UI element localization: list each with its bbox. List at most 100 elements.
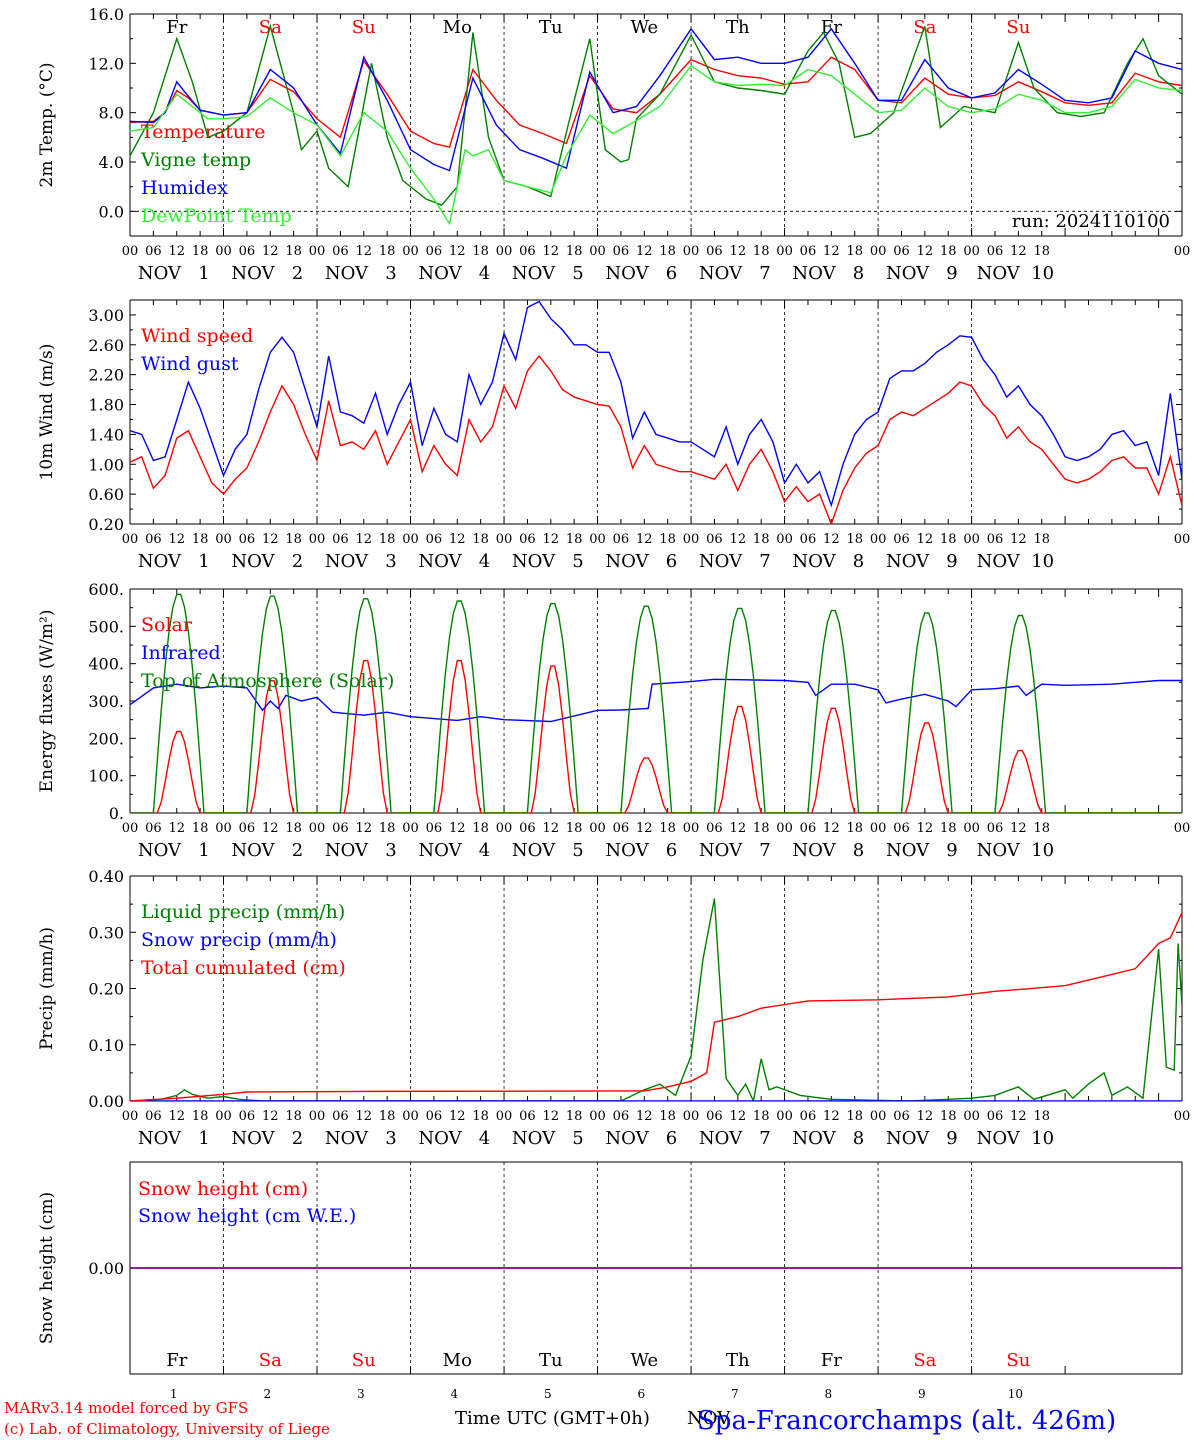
y-tick-label: 0.30 [88,923,124,942]
hour-tick-label: 18 [1033,821,1050,836]
weekday-label: Su [1006,1350,1030,1371]
hour-tick-label: 06 [706,1109,723,1124]
series-temp-3 [130,64,1182,226]
hour-tick-label: 00 [402,244,419,259]
weekday-label: Th [726,1350,750,1371]
hour-tick-label: 00 [215,821,232,836]
date-label: NOV 10 [977,840,1055,861]
series-precip-2 [130,912,1182,1101]
hour-tick-label: 00 [683,532,700,547]
date-label: NOV 6 [605,1128,677,1149]
y-axis-label: 2m Temp. (°C) [37,62,57,187]
station-name: Spa-Francorchamps (alt. 426m) [697,1406,1116,1436]
hour-tick-label: 06 [239,532,256,547]
hour-tick-label: 06 [145,244,162,259]
hour-tick-label: 00 [963,821,980,836]
hour-tick-label: 12 [730,244,747,259]
hour-tick-label: 00 [683,821,700,836]
hour-tick-label: 00 [589,244,606,259]
hour-tick-label: 18 [379,1109,396,1124]
weekday-label: Sa [913,1350,936,1371]
hour-tick-label: 06 [426,244,443,259]
date-label: NOV 2 [231,551,303,572]
y-tick-label: 0.40 [88,867,124,886]
hour-tick-label: 18 [192,1109,209,1124]
hour-tick-label: 06 [519,244,536,259]
hour-tick-label: 18 [192,532,209,547]
x-axis-month: NOV [687,1408,731,1429]
hour-tick-label: 06 [893,1109,910,1124]
hour-tick-label: 00 [776,1109,793,1124]
hour-tick-label: 18 [379,244,396,259]
hour-tick-label: 06 [987,532,1004,547]
hour-tick-label: 12 [823,1109,840,1124]
hour-tick-label: 18 [659,244,676,259]
hour-tick-label: 18 [285,532,302,547]
hour-tick-label: 00 [776,821,793,836]
hour-tick-label: 00 [309,532,326,547]
hour-tick-label: 06 [987,1109,1004,1124]
y-tick-label: 0.00 [88,1259,124,1278]
hour-tick-label: 00 [589,821,606,836]
day-number: 1 [170,1387,178,1401]
date-label: NOV 9 [886,263,958,284]
hour-tick-label: 00 [963,532,980,547]
date-label: NOV 8 [792,1128,864,1149]
weekday-label: We [630,17,658,38]
date-label: NOV 4 [418,840,490,861]
hour-tick-label: 06 [519,821,536,836]
hour-tick-label: 06 [145,821,162,836]
date-label: NOV 1 [138,551,210,572]
hour-tick-label: 00 [309,1109,326,1124]
date-label: NOV 5 [512,551,584,572]
hour-tick-label: 06 [800,821,817,836]
legend-entry: Snow height (cm) [138,1178,308,1200]
legend-entry: Wind speed [141,325,253,347]
hour-tick-label: 06 [332,821,349,836]
date-label: NOV 7 [699,263,771,284]
hour-tick-label: 12 [168,244,185,259]
date-label: NOV 7 [699,840,771,861]
hour-tick-label: 00 [963,244,980,259]
hour-tick-label: 12 [917,1109,934,1124]
day-number: 8 [825,1387,833,1401]
hour-tick-label: 12 [1010,244,1027,259]
hour-tick-label: 06 [706,821,723,836]
hour-tick-label: 18 [1033,1109,1050,1124]
hour-tick-label: 00 [309,244,326,259]
date-label: NOV 6 [605,551,677,572]
series-temp-0 [130,56,1182,149]
hour-tick-label: 12 [543,244,560,259]
legend-entry: Top of Atmosphere (Solar) [141,670,394,692]
hour-tick-label: 00 [496,532,513,547]
legend-entry: Snow precip (mm/h) [141,929,337,951]
series-temp-1 [130,23,1182,207]
y-tick-label: 400. [88,655,124,674]
hour-tick-label: 12 [262,1109,279,1124]
hour-tick-label: 12 [823,821,840,836]
y-tick-label: 0.20 [88,980,124,999]
hour-tick-label: 12 [356,244,373,259]
hour-tick-label: 18 [192,821,209,836]
hour-tick-label: 00 [589,532,606,547]
date-label: NOV 5 [512,840,584,861]
hour-tick-label: 18 [659,821,676,836]
weekday-label: Su [352,1350,376,1371]
hour-tick-label: 00 [870,244,887,259]
hour-tick-label: 18 [1033,244,1050,259]
hour-tick-label: 18 [472,244,489,259]
hour-tick-label: 06 [800,1109,817,1124]
hour-tick-label: 06 [426,1109,443,1124]
hour-tick-label: 00 [122,244,139,259]
y-tick-label: 1.40 [88,425,124,444]
y-tick-label: 16.0 [88,5,124,24]
hour-tick-label: 00 [1174,821,1191,836]
hour-tick-label: 18 [659,1109,676,1124]
date-label: NOV 7 [699,551,771,572]
hour-tick-label: 18 [846,821,863,836]
hour-tick-label: 06 [426,532,443,547]
y-tick-label: 3.00 [88,306,124,325]
hour-tick-label: 00 [402,821,419,836]
hour-tick-label: 18 [285,1109,302,1124]
